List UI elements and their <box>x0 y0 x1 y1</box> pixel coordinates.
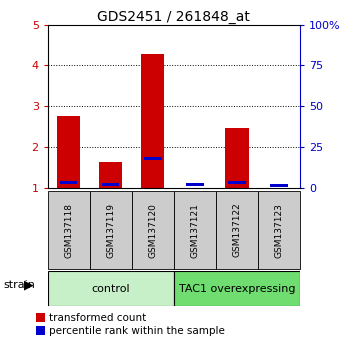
Bar <box>141 55 164 188</box>
Text: GSM137123: GSM137123 <box>275 202 284 258</box>
Text: GSM137119: GSM137119 <box>106 202 115 258</box>
Text: GSM137120: GSM137120 <box>148 202 158 258</box>
Text: GSM137118: GSM137118 <box>64 202 73 258</box>
Bar <box>144 157 162 160</box>
Bar <box>57 116 80 188</box>
Bar <box>48 271 174 306</box>
Text: GSM137122: GSM137122 <box>233 203 241 257</box>
Bar <box>60 181 77 184</box>
Bar <box>48 191 90 269</box>
Bar <box>225 128 249 188</box>
Title: GDS2451 / 261848_at: GDS2451 / 261848_at <box>98 10 250 24</box>
Bar <box>174 271 300 306</box>
Text: ▶: ▶ <box>24 279 34 291</box>
Bar <box>132 191 174 269</box>
Bar <box>174 191 216 269</box>
Bar <box>258 191 300 269</box>
Bar <box>102 183 119 186</box>
Text: strain: strain <box>3 280 35 290</box>
Bar <box>99 162 122 188</box>
Text: GSM137121: GSM137121 <box>190 202 199 258</box>
Bar <box>270 184 288 187</box>
Bar <box>228 181 246 184</box>
Text: control: control <box>91 284 130 293</box>
Legend: transformed count, percentile rank within the sample: transformed count, percentile rank withi… <box>36 313 225 336</box>
Text: TAC1 overexpressing: TAC1 overexpressing <box>179 284 295 293</box>
Bar <box>216 191 258 269</box>
Bar <box>186 183 204 186</box>
Bar <box>90 191 132 269</box>
